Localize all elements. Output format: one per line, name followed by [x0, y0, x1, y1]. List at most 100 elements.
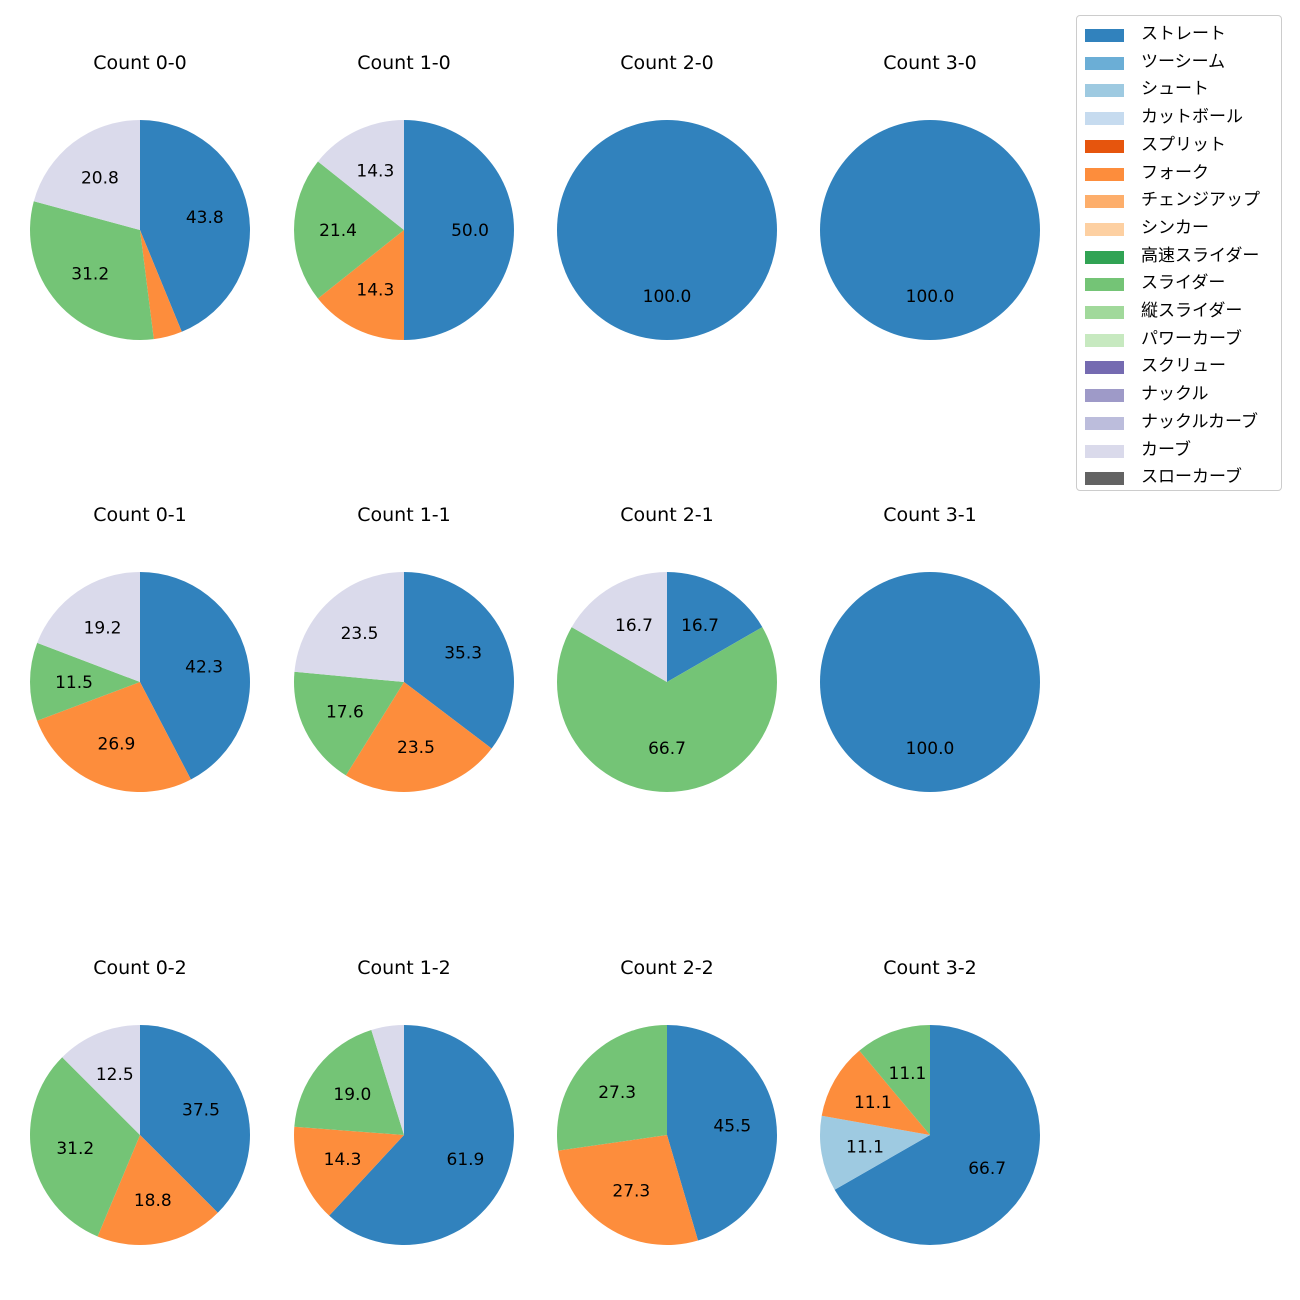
- legend-swatch: [1085, 250, 1124, 264]
- pie-slice: [294, 671, 404, 776]
- legend-item: カットボール: [1085, 105, 1277, 127]
- legend-label: シンカー: [1141, 217, 1209, 238]
- pie-slice: [317, 119, 404, 230]
- pie-slice: [62, 1025, 140, 1135]
- slice-value-label: 11.1: [846, 1137, 884, 1157]
- legend-label: チェンジアップ: [1141, 190, 1260, 211]
- slice-value-label: 37.5: [182, 1101, 220, 1121]
- slice-value-label: 31.2: [56, 1139, 94, 1159]
- pie-slice: [859, 1025, 930, 1135]
- pie-slice: [404, 120, 514, 340]
- pie-slice: [820, 1115, 930, 1190]
- legend-item: シンカー: [1085, 216, 1277, 238]
- pie-slice: [140, 572, 250, 780]
- legend-item: ストレート: [1085, 22, 1277, 44]
- slice-value-label: 17.6: [326, 702, 364, 722]
- legend-label: 高速スライダー: [1141, 245, 1260, 266]
- slice-value-label: 31.2: [71, 264, 109, 284]
- legend-swatch: [1085, 29, 1124, 42]
- pie-title: Count 3-1: [883, 504, 977, 526]
- pie-slice: [29, 642, 140, 721]
- legend-item: フォーク: [1085, 161, 1277, 183]
- slice-value-label: 19.2: [84, 619, 122, 639]
- slice-value-label: 66.7: [648, 739, 686, 759]
- legend-swatch: [1085, 361, 1124, 375]
- legend-item: スローカーブ: [1085, 465, 1277, 488]
- legend-label: スライダー: [1141, 273, 1226, 294]
- slice-value-label: 14.3: [324, 1150, 362, 1170]
- slice-value-label: 11.1: [889, 1064, 927, 1084]
- pie-chart: Count 0-0 43.8 31.2 20.8: [29, 52, 250, 340]
- pie-chart: Count 1-2 61.9 14.3 19.0: [294, 957, 515, 1245]
- slice-value-label: 14.3: [356, 280, 394, 300]
- pie-slice: [667, 572, 763, 682]
- slice-value-label: 50.0: [451, 221, 489, 241]
- pie-title: Count 2-0: [620, 52, 714, 74]
- pie-slice: [97, 1135, 218, 1245]
- legend-swatch: [1085, 139, 1124, 153]
- legend-item: スライダー: [1085, 271, 1277, 294]
- legend-label: ストレート: [1141, 24, 1226, 44]
- legend-item: ナックル: [1085, 382, 1277, 404]
- legend-label: ナックルカーブ: [1141, 411, 1258, 432]
- legend-item: 縦スライダー: [1085, 299, 1277, 321]
- legend-label: スローカーブ: [1141, 467, 1242, 488]
- legend-label: カーブ: [1141, 439, 1191, 460]
- legend-swatch: [1085, 444, 1124, 458]
- legend-swatch: [1085, 222, 1124, 236]
- pie-slice: [140, 1025, 250, 1213]
- legend-item: パワーカーブ: [1085, 327, 1277, 349]
- slice-value-label: 16.7: [615, 616, 653, 636]
- pie-chart: Count 3-2 66.7 11.1 11.1 11.1: [820, 957, 1040, 1245]
- pie-chart: Count 2-2 45.5 27.3 27.3: [557, 957, 777, 1245]
- slice-value-label: 45.5: [713, 1117, 751, 1137]
- legend-swatch: [1085, 278, 1124, 292]
- slice-value-label: 26.9: [98, 735, 136, 755]
- pie-slice: [294, 572, 404, 682]
- legend-swatch: [1085, 333, 1124, 347]
- slice-value-label: 18.8: [134, 1191, 172, 1211]
- pie-slice: [29, 1057, 141, 1237]
- legend-item: カーブ: [1085, 438, 1277, 460]
- legend-label: パワーカーブ: [1141, 328, 1242, 349]
- pie-chart: Count 0-2 37.5 18.8 31.2 12.5: [29, 957, 250, 1245]
- slice-value-label: 23.5: [341, 624, 379, 644]
- legend-label: 縦スライダー: [1141, 301, 1243, 321]
- pie-slice: [33, 120, 140, 230]
- pie-slice: [329, 1025, 515, 1245]
- slice-value-label: 11.1: [854, 1093, 892, 1113]
- pie-title: Count 3-0: [883, 52, 977, 74]
- pie-slice: [294, 1029, 404, 1135]
- pie-slice: [294, 161, 404, 299]
- pie-slice: [834, 1025, 1040, 1245]
- legend-item: シュート: [1085, 77, 1277, 100]
- slice-value-label: 20.8: [81, 169, 119, 189]
- legend-swatch: [1085, 472, 1124, 486]
- legend-swatch: [1085, 195, 1124, 209]
- pie-title: Count 2-1: [620, 504, 714, 526]
- pie-chart: Count 1-0 50.0 14.3 21.4 14.3: [294, 52, 514, 340]
- pie-title: Count 1-0: [357, 52, 451, 74]
- legend-item: ナックルカーブ: [1085, 410, 1277, 432]
- slice-value-label: 100.0: [906, 739, 955, 759]
- pie-slice: [317, 230, 404, 340]
- pie-title: Count 0-1: [93, 504, 187, 526]
- pie-slice: [571, 572, 667, 682]
- slice-value-label: 66.7: [968, 1159, 1006, 1179]
- legend-item: スプリット: [1085, 133, 1277, 155]
- legend-item: 高速スライダー: [1085, 244, 1277, 266]
- slice-value-label: 14.3: [356, 162, 394, 182]
- slice-value-label: 27.3: [612, 1182, 650, 1202]
- pie-slice: [557, 120, 777, 340]
- pie-chart: Count 2-1 16.7 66.7 16.7: [556, 504, 777, 792]
- legend-label: シュート: [1141, 79, 1209, 100]
- legend-item: スクリュー: [1085, 354, 1277, 376]
- legend-item: ツーシーム: [1085, 50, 1277, 72]
- pie-slice: [294, 1126, 404, 1216]
- slice-value-label: 11.5: [55, 673, 93, 693]
- pie-chart: Count 1-1 35.3 23.5 17.6 23.5: [294, 504, 514, 792]
- slice-value-label: 35.3: [444, 644, 482, 664]
- pie-slice: [371, 1025, 404, 1135]
- pie-chart: Count 2-0 100.0: [557, 52, 777, 340]
